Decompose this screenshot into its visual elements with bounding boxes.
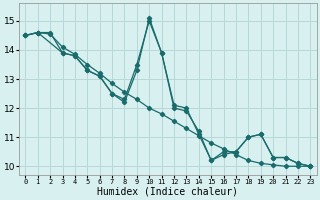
X-axis label: Humidex (Indice chaleur): Humidex (Indice chaleur) xyxy=(97,187,238,197)
